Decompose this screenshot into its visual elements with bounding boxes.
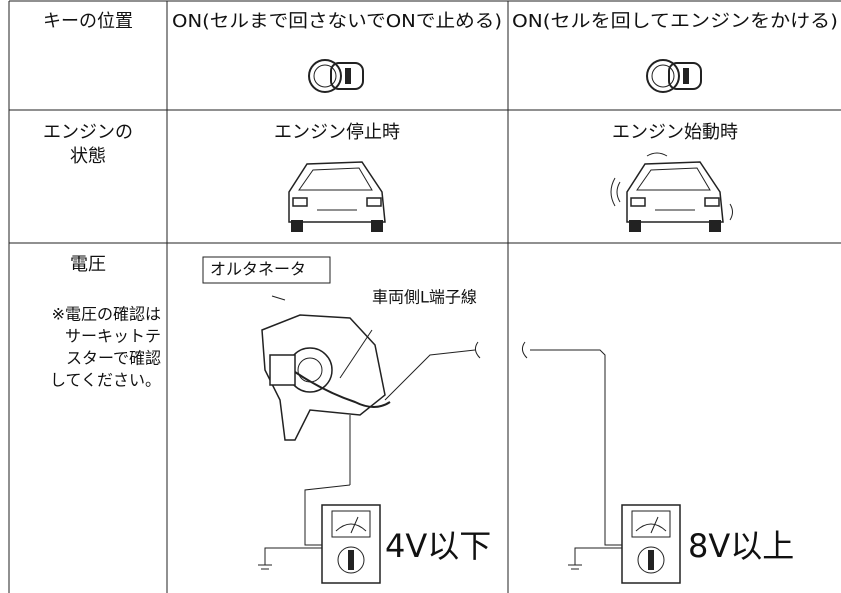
cell-text: エンジン始動時 xyxy=(612,122,738,143)
alternator-label: オルタネータ xyxy=(210,260,306,279)
car-icon xyxy=(288,161,386,232)
table-grid xyxy=(8,0,841,593)
row-label: エンジンの xyxy=(43,122,133,143)
cell-text: エンジン停止時 xyxy=(274,122,400,143)
car-icon xyxy=(610,152,733,232)
voltage-reading: 8V以上 xyxy=(688,527,794,565)
row-label: 電圧 xyxy=(70,254,106,275)
meter-icon xyxy=(321,504,381,584)
note-line: してください。 xyxy=(50,371,161,390)
meter-icon xyxy=(621,504,681,584)
note-line: サーキットテ xyxy=(65,327,161,346)
key-icon xyxy=(646,59,702,93)
alternator-illustration xyxy=(258,295,481,570)
voltage-reading: 4V以下 xyxy=(385,527,491,565)
label-box xyxy=(202,256,331,284)
note-line: スターで確認 xyxy=(66,349,161,368)
header-cell: ON(セルまで回さないでONで止める) xyxy=(172,11,502,32)
key-icon xyxy=(308,59,364,93)
note-line: ※電圧の確認は xyxy=(52,305,161,324)
wire-illustration xyxy=(521,341,622,570)
row-label: 状態 xyxy=(70,146,106,167)
header-cell: キーの位置 xyxy=(43,11,133,32)
wire-label: 車両側L端子線 xyxy=(372,288,477,307)
header-cell: ON(セルを回してエンジンをかける) xyxy=(512,11,838,32)
